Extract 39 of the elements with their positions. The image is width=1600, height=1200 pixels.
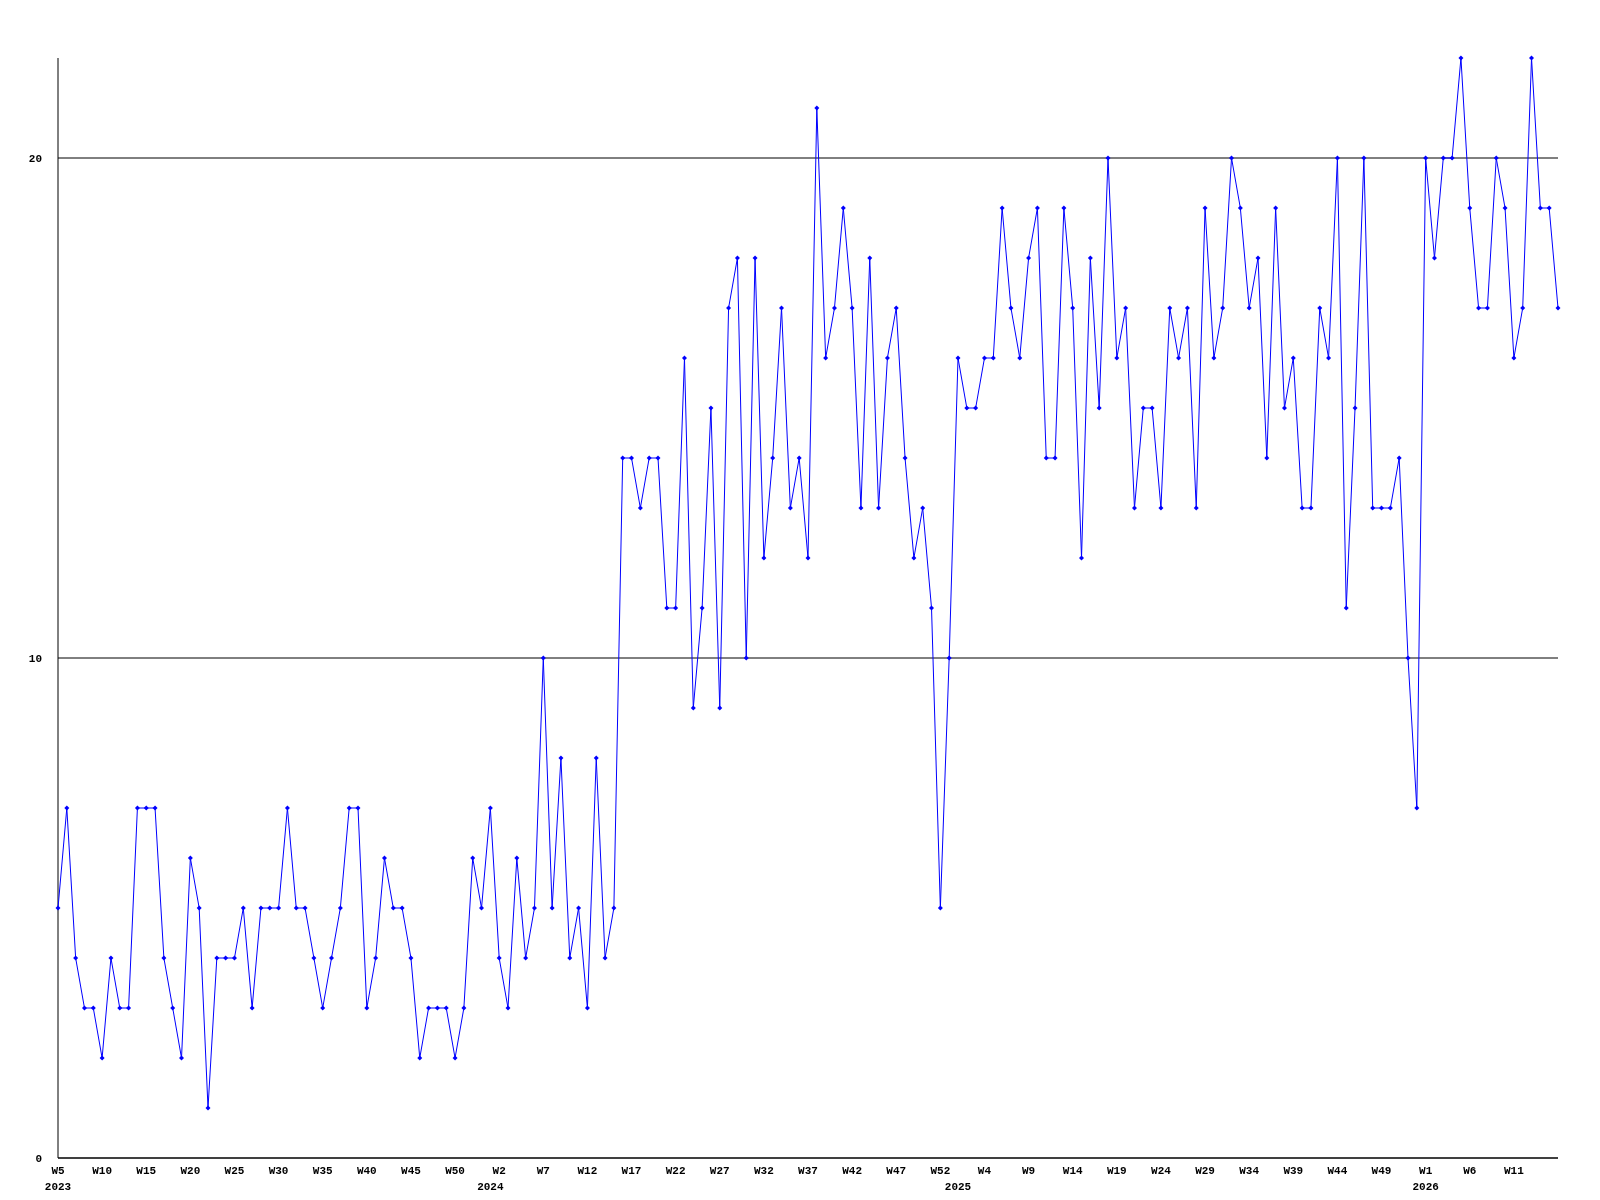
x-tick-label: W14 bbox=[1062, 1165, 1083, 1177]
x-tick-label: W7 bbox=[536, 1165, 550, 1177]
x-tick-label: W32 bbox=[753, 1165, 774, 1177]
x-tick-label: W24 bbox=[1151, 1165, 1172, 1177]
x-tick-label: W37 bbox=[798, 1165, 818, 1177]
x-tick-label: W9 bbox=[1021, 1165, 1036, 1177]
x-tick-label: W42 bbox=[842, 1165, 863, 1177]
x-tick-label: W34 bbox=[1239, 1165, 1260, 1177]
x-tick-label: W12 bbox=[577, 1165, 598, 1177]
y-tick-label: 0 bbox=[35, 1152, 42, 1165]
x-tick-label: W2 bbox=[492, 1165, 506, 1177]
x-tick-label: W17 bbox=[621, 1165, 642, 1177]
x-tick-label: W44 bbox=[1327, 1165, 1348, 1177]
x-tick-label: W6 bbox=[1463, 1165, 1477, 1177]
x-tick-label: W5 2023 bbox=[44, 1165, 72, 1193]
x-tick-label: W47 bbox=[886, 1165, 907, 1177]
x-tick-label: W19 bbox=[1106, 1165, 1127, 1177]
x-tick-label: W40 bbox=[356, 1165, 377, 1177]
x-tick-label: W35 bbox=[312, 1165, 333, 1177]
x-tick-label: W25 bbox=[224, 1165, 245, 1177]
x-tick-label: W52 bbox=[930, 1165, 951, 1177]
x-tick-label: W11 bbox=[1503, 1165, 1525, 1177]
y-tick-label: 10 bbox=[28, 652, 42, 665]
x-tick-label: 2025 bbox=[944, 1181, 972, 1193]
x-tick-label: W29 bbox=[1195, 1165, 1215, 1177]
x-tick-label: W27 bbox=[709, 1165, 730, 1177]
x-tick-label: 2024 bbox=[477, 1181, 504, 1193]
x-tick-label: W20 bbox=[180, 1165, 201, 1177]
x-tick-label: W4 bbox=[977, 1165, 992, 1177]
x-tick-label: W39 bbox=[1283, 1165, 1304, 1177]
x-tick-label: W45 bbox=[401, 1165, 422, 1177]
x-tick-label: W1 2026 bbox=[1412, 1165, 1439, 1193]
x-tick-label: W30 bbox=[268, 1165, 289, 1177]
x-tick-label: W10 bbox=[92, 1165, 113, 1177]
x-tick-label: W49 bbox=[1371, 1165, 1392, 1177]
x-tick-label: W15 bbox=[136, 1165, 157, 1177]
y-tick-label: 20 bbox=[28, 152, 42, 165]
x-tick-label: W50 bbox=[445, 1165, 465, 1177]
x-tick-label: W22 bbox=[665, 1165, 686, 1177]
